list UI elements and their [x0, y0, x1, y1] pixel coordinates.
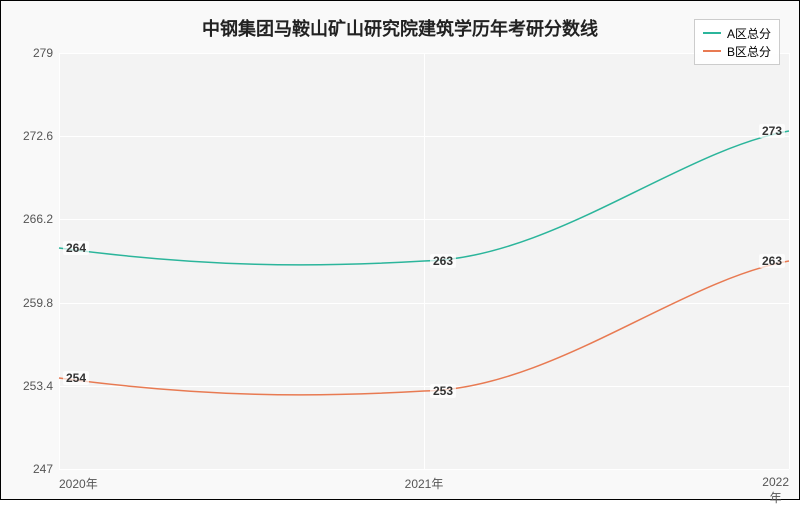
- legend-item: B区总分: [703, 42, 771, 60]
- legend-swatch: [703, 32, 721, 34]
- series-line: [59, 131, 789, 265]
- data-label: 263: [430, 254, 456, 268]
- data-label: 263: [759, 254, 785, 268]
- legend-item: A区总分: [703, 24, 771, 42]
- legend: A区总分B区总分: [694, 19, 780, 65]
- legend-label: A区总分: [727, 25, 771, 42]
- series-line: [59, 261, 789, 395]
- lines-layer: [1, 1, 800, 501]
- legend-swatch: [703, 50, 721, 52]
- data-label: 273: [759, 124, 785, 138]
- data-label: 253: [430, 384, 456, 398]
- legend-label: B区总分: [727, 43, 771, 60]
- data-label: 254: [63, 371, 89, 385]
- data-label: 264: [63, 241, 89, 255]
- chart-container: 247253.4259.8266.2272.62792020年2021年2022…: [0, 0, 800, 500]
